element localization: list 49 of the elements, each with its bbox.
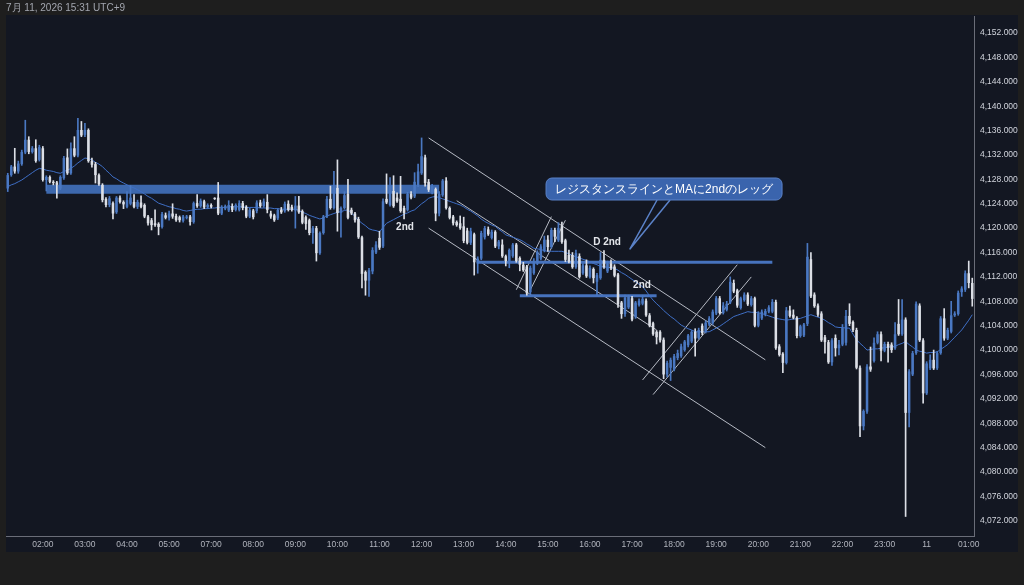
x-tick-label: 05:00: [158, 539, 180, 550]
x-tick-label: 17:00: [621, 539, 643, 550]
annotation: 2nd: [396, 220, 414, 232]
x-tick-label: 16:00: [579, 539, 601, 550]
y-tick-label: 4,108.000: [980, 295, 1019, 306]
x-tick-label: 11:00: [369, 539, 391, 550]
x-tick-label: 14:00: [495, 539, 517, 550]
y-tick-label: 4,088.000: [980, 417, 1019, 428]
x-tick-label: 08:00: [242, 539, 265, 550]
annotation: レジスタンスラインとMAに2ndのレッグ: [555, 181, 775, 196]
y-tick-label: 4,116.000: [980, 246, 1018, 257]
y-tick-label: 4,136.000: [980, 124, 1019, 135]
y-tick-label: 4,080.000: [980, 466, 1019, 477]
x-tick-label: 01:00: [958, 539, 980, 550]
y-tick-label: 4,076.000: [980, 490, 1019, 501]
annotation: 2nd: [633, 279, 651, 291]
x-tick-label: 07:00: [200, 539, 223, 550]
x-tick-label: 04:00: [116, 539, 138, 550]
y-tick-label: 4,104.000: [980, 320, 1019, 331]
y-tick-label: 4,072.000: [980, 515, 1019, 526]
y-tick-label: 4,100.000: [980, 344, 1019, 355]
x-tick-label: 23:00: [873, 539, 896, 550]
y-tick-label: 4,128.000: [980, 173, 1019, 184]
x-tick-label: 15:00: [537, 539, 559, 550]
x-tick-label: 22:00: [831, 539, 854, 550]
y-tick-label: 4,096.000: [980, 368, 1019, 379]
x-tick-label: 11: [922, 539, 932, 550]
x-tick-label: 13:00: [453, 539, 475, 550]
x-tick-label: 12:00: [410, 539, 433, 550]
x-tick-label: 21:00: [789, 539, 812, 550]
y-tick-label: 4,124.000: [980, 198, 1019, 209]
x-tick-label: 02:00: [32, 539, 54, 550]
x-tick-label: 20:00: [747, 539, 770, 550]
x-tick-label: 19:00: [705, 539, 728, 550]
y-tick-label: 4,140.000: [980, 100, 1019, 111]
y-tick-label: 4,112.000: [980, 271, 1018, 282]
annotation: D 2nd: [593, 236, 621, 248]
y-tick-label: 4,132.000: [980, 149, 1019, 160]
y-tick-label: 4,120.000: [980, 222, 1019, 233]
x-tick-label: 10:00: [326, 539, 349, 550]
y-tick-label: 4,148.000: [980, 51, 1019, 62]
y-tick-label: 4,092.000: [980, 393, 1019, 404]
y-tick-label: 4,144.000: [980, 76, 1019, 87]
y-tick-label: 4,084.000: [980, 441, 1019, 452]
text: 7月 11, 2026 15:31 UTC+9: [6, 1, 126, 13]
x-tick-label: 03:00: [74, 539, 96, 550]
y-tick-label: 4,152.000: [980, 27, 1019, 38]
x-tick-label: 18:00: [663, 539, 686, 550]
x-tick-label: 09:00: [284, 539, 307, 550]
